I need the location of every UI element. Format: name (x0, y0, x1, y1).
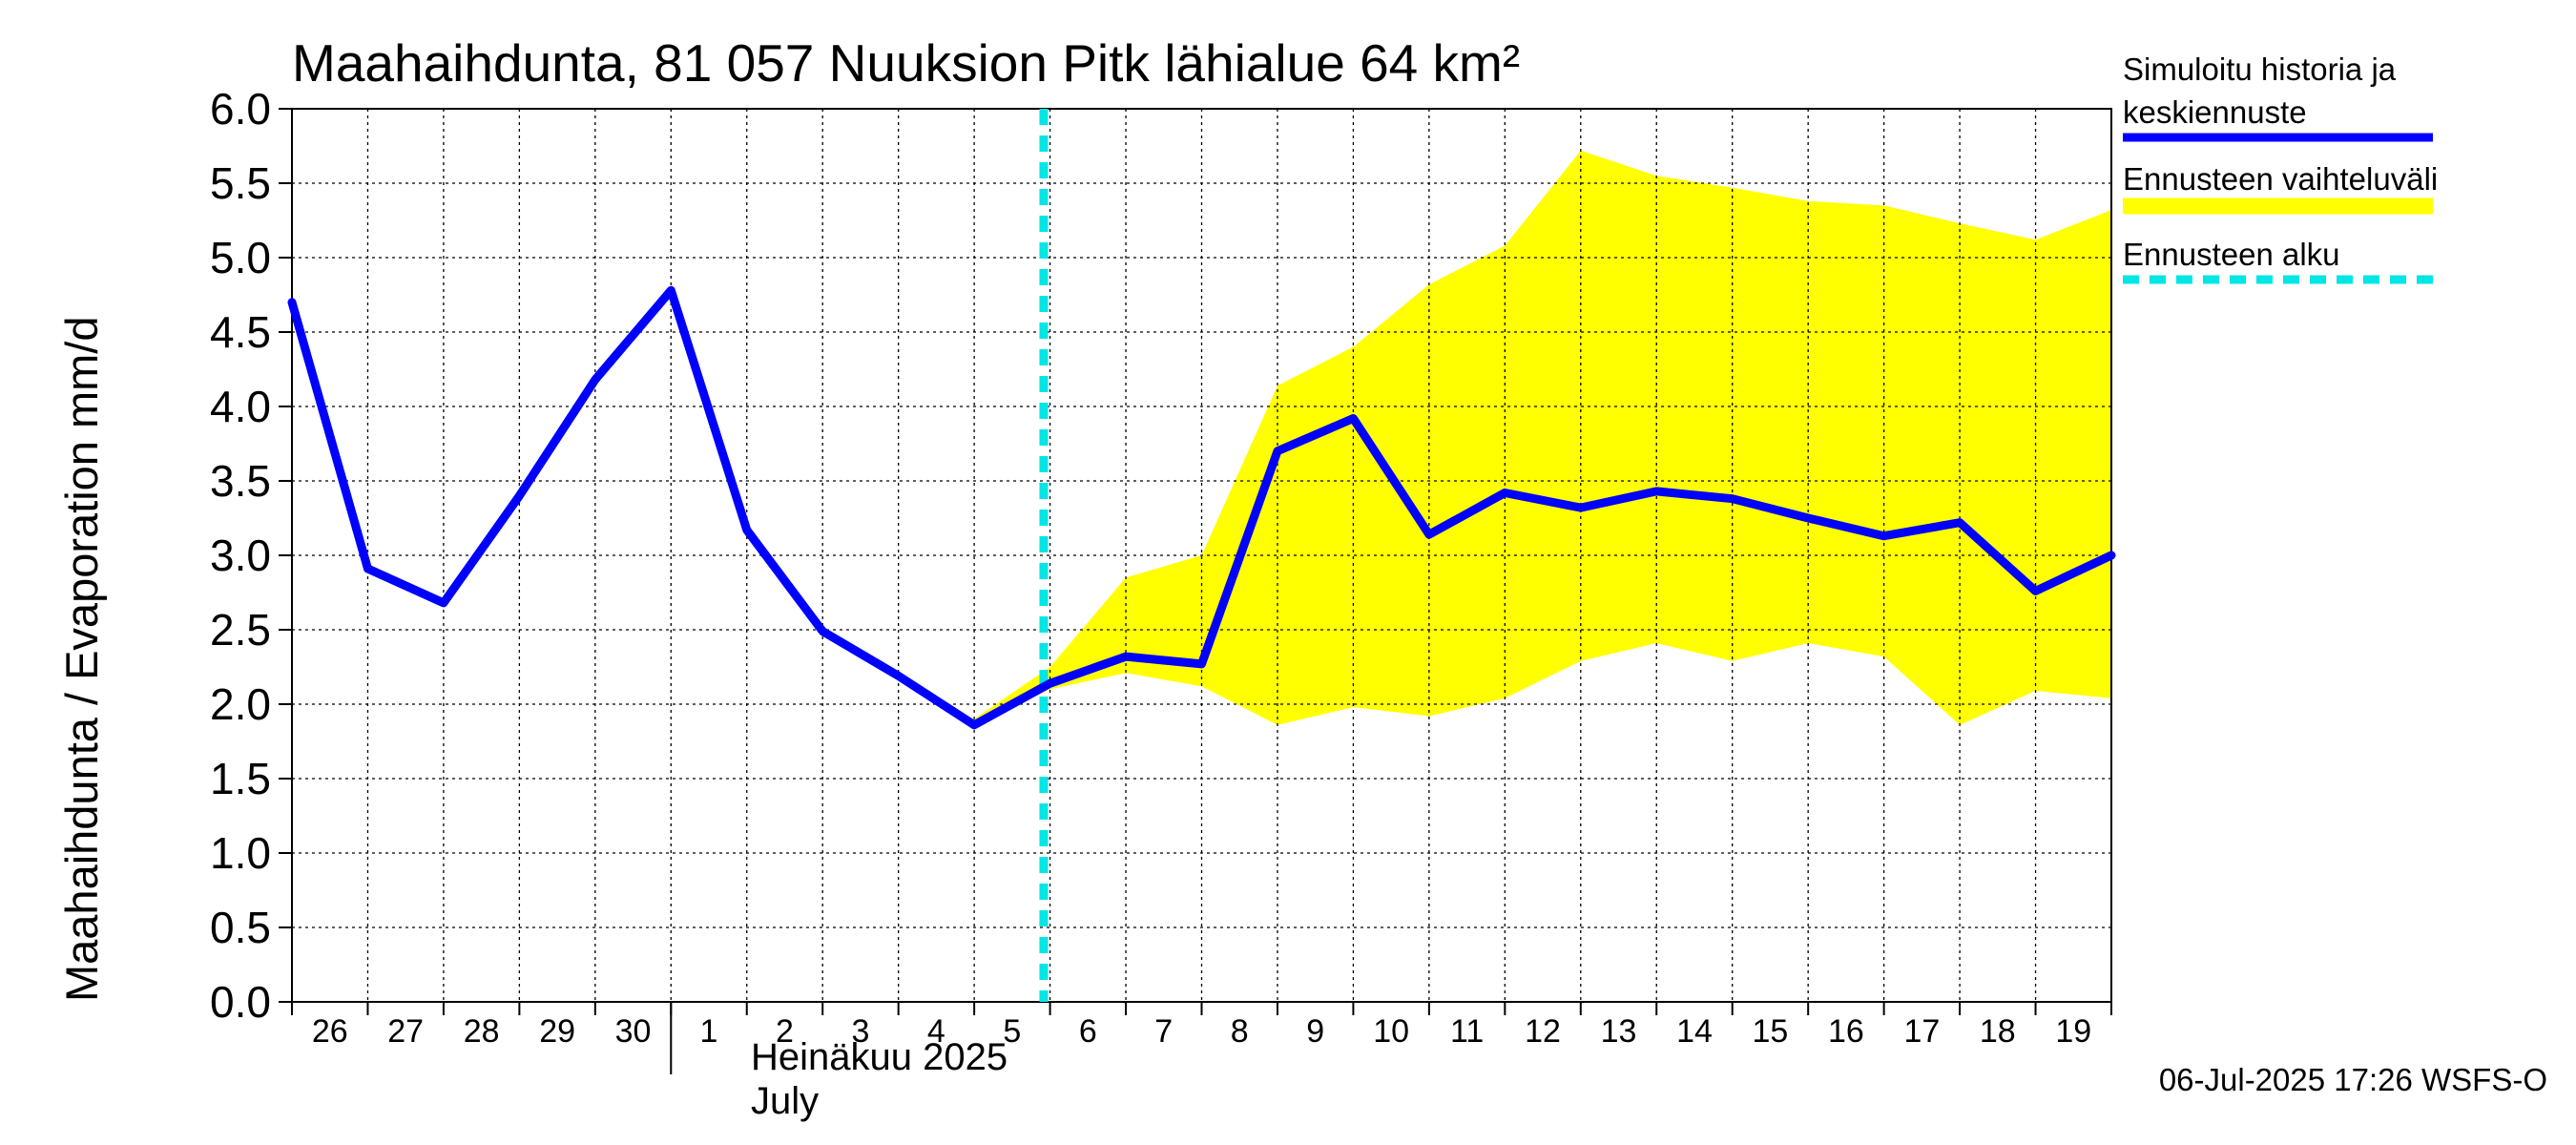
chart-title: Maahaihdunta, 81 057 Nuuksion Pitk lähia… (292, 33, 1520, 93)
data-point (743, 527, 750, 533)
data-point (971, 721, 978, 728)
data-point (1123, 654, 1130, 660)
x-tick-label: 13 (1601, 1013, 1637, 1050)
month-label-fi: Heinäkuu 2025 (751, 1036, 1008, 1078)
legend-label-band: Ennusteen vaihteluväli (2123, 161, 2438, 197)
data-point (364, 566, 371, 572)
forecast-band (974, 150, 2111, 725)
y-tick-label: 3.0 (210, 531, 271, 580)
y-tick-label: 0.0 (210, 977, 271, 1027)
data-point (1805, 515, 1812, 521)
x-tick-label: 26 (312, 1013, 348, 1050)
data-point (668, 287, 675, 294)
data-point (1198, 660, 1205, 667)
y-tick-label: 3.5 (210, 456, 271, 506)
grid (292, 109, 2111, 1002)
data-point (895, 673, 902, 679)
data-point (2032, 588, 2039, 594)
data-point (1880, 532, 1887, 539)
x-tick-label: 17 (1903, 1013, 1940, 1050)
data-point (820, 628, 826, 635)
y-tick-label: 4.0 (210, 382, 271, 431)
x-tick-label: 5 (1003, 1013, 1021, 1050)
x-tick-label: 27 (387, 1013, 424, 1050)
data-point (289, 299, 295, 305)
x-tick-label: 3 (851, 1013, 869, 1050)
x-tick-label: 15 (1753, 1013, 1789, 1050)
x-tick-label: 28 (464, 1013, 500, 1050)
legend: Simuloitu historia ja keskiennuste Ennus… (2123, 52, 2438, 284)
y-tick-label: 2.0 (210, 679, 271, 729)
data-point (1957, 519, 1963, 526)
x-tick-label: 1 (700, 1013, 718, 1050)
data-point (2109, 552, 2114, 558)
x-tick-label: 4 (927, 1013, 945, 1050)
y-tick-label: 5.5 (210, 158, 271, 208)
x-tick-label: 7 (1154, 1013, 1173, 1050)
legend-label-history-line2: keskiennuste (2123, 94, 2307, 130)
legend-label-forecast-start: Ennusteen alku (2123, 237, 2340, 272)
y-axis-label: Maahaihdunta / Evaporation mm/d (56, 317, 107, 1002)
footer-timestamp: 06-Jul-2025 17:26 WSFS-O (2159, 1062, 2547, 1097)
data-point (1350, 415, 1357, 422)
y-tick-label: 0.5 (210, 903, 271, 952)
y-tick-label: 5.0 (210, 233, 271, 282)
month-label-en: July (751, 1080, 819, 1122)
x-tick-label: 2 (776, 1013, 794, 1050)
x-tick-label: 9 (1306, 1013, 1324, 1050)
data-point (1502, 489, 1508, 496)
x-tick-label: 6 (1079, 1013, 1097, 1050)
x-tick-label: 11 (1450, 1013, 1484, 1050)
data-point (1274, 448, 1280, 454)
y-tick-label: 1.5 (210, 754, 271, 803)
forecast-band-area (974, 150, 2111, 725)
x-tick-label: 8 (1231, 1013, 1249, 1050)
y-tick-label: 4.5 (210, 307, 271, 357)
y-tick-label: 2.5 (210, 605, 271, 655)
x-tick-label: 30 (615, 1013, 652, 1050)
y-tick-label: 1.0 (210, 828, 271, 878)
data-point (516, 492, 523, 499)
x-tick-label: 14 (1676, 1013, 1713, 1050)
y-tick-label: 6.0 (210, 84, 271, 134)
data-point (1653, 488, 1660, 494)
data-point (1047, 680, 1053, 687)
legend-label-history-line1: Simuloitu historia ja (2123, 52, 2397, 87)
x-tick-label: 12 (1525, 1013, 1561, 1050)
series-layer (287, 109, 2116, 1002)
x-tick-label: 16 (1828, 1013, 1864, 1050)
data-point (440, 599, 447, 606)
data-point (592, 376, 598, 383)
data-point (1425, 531, 1432, 538)
x-tick-label: 19 (2055, 1013, 2091, 1050)
data-point (1729, 495, 1735, 502)
x-tick-label: 10 (1373, 1013, 1409, 1050)
x-tick-label: 29 (539, 1013, 575, 1050)
data-point (1577, 505, 1584, 511)
x-tick-label: 18 (1980, 1013, 2016, 1050)
axes: 0.0 0.5 1.0 1.5 2.0 2.5 3.0 3.5 4.0 4.5 5.0 5.5 6.0 2… (210, 84, 2112, 1074)
